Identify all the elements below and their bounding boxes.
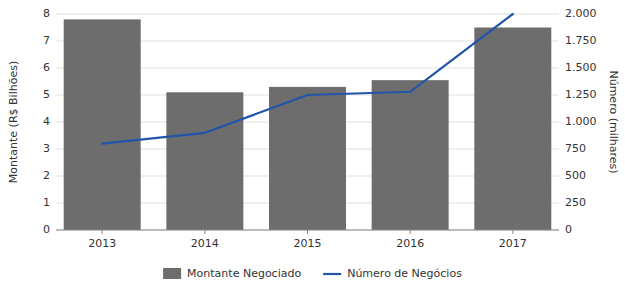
y2-tick-label: 0: [565, 223, 572, 236]
chart: 0 1 2 3 4 5 6 7 8 0 250 500 750 1.000 1.250 1.500 1.750 2…: [0, 0, 625, 288]
legend-label: Montante Negociado: [187, 267, 301, 280]
line: [102, 14, 513, 144]
y-tick-label: 3: [43, 142, 50, 155]
x-tick: [307, 230, 308, 234]
y2-tick-label: 750: [565, 142, 586, 155]
legend: Montante Negociado Número de Negócios: [163, 267, 462, 280]
bar: [269, 87, 346, 230]
x-axis-line: [56, 230, 559, 231]
legend-swatch: [323, 273, 341, 275]
grid-line: [56, 14, 559, 15]
marks: [64, 14, 552, 230]
y2-tick-label: 1.250: [565, 88, 597, 101]
y-tick-label: 2: [43, 169, 50, 182]
bar: [372, 80, 449, 230]
legend-swatch: [163, 268, 181, 279]
x-tick: [410, 230, 411, 234]
y-tick-label: 4: [43, 115, 50, 128]
y-tick-label: 8: [43, 7, 50, 20]
x-tick-label: 2016: [396, 237, 424, 250]
x-tick: [102, 230, 103, 234]
bar: [166, 92, 243, 230]
grid: [56, 14, 559, 230]
y2-tick-label: 1.750: [565, 34, 597, 47]
y-tick-label: 7: [43, 34, 50, 47]
y-tick-label: 5: [43, 88, 50, 101]
y-axis-label: Montante (R$ Bilhões): [7, 61, 20, 183]
x-tick-label: 2014: [191, 237, 219, 250]
x-tick: [512, 230, 513, 234]
bar: [474, 28, 551, 231]
bar: [64, 19, 141, 230]
legend-item: Número de Negócios: [323, 267, 462, 280]
y2-axis-label: Número (milhares): [607, 70, 620, 173]
y-tick-label: 6: [43, 61, 50, 74]
x-tick-label: 2017: [499, 237, 527, 250]
x-tick-label: 2015: [294, 237, 322, 250]
y2-tick-label: 500: [565, 169, 586, 182]
legend-label: Número de Negócios: [347, 267, 462, 280]
y2-tick-label: 250: [565, 196, 586, 209]
x-tick-label: 2013: [88, 237, 116, 250]
y-tick-label: 1: [43, 196, 50, 209]
x-tick: [204, 230, 205, 234]
grid-line: [56, 230, 559, 231]
legend-item: Montante Negociado: [163, 267, 301, 280]
y-tick-label: 0: [43, 223, 50, 236]
y2-tick-label: 2.000: [565, 7, 597, 20]
y2-tick-label: 1.000: [565, 115, 597, 128]
y2-tick-label: 1.500: [565, 61, 597, 74]
